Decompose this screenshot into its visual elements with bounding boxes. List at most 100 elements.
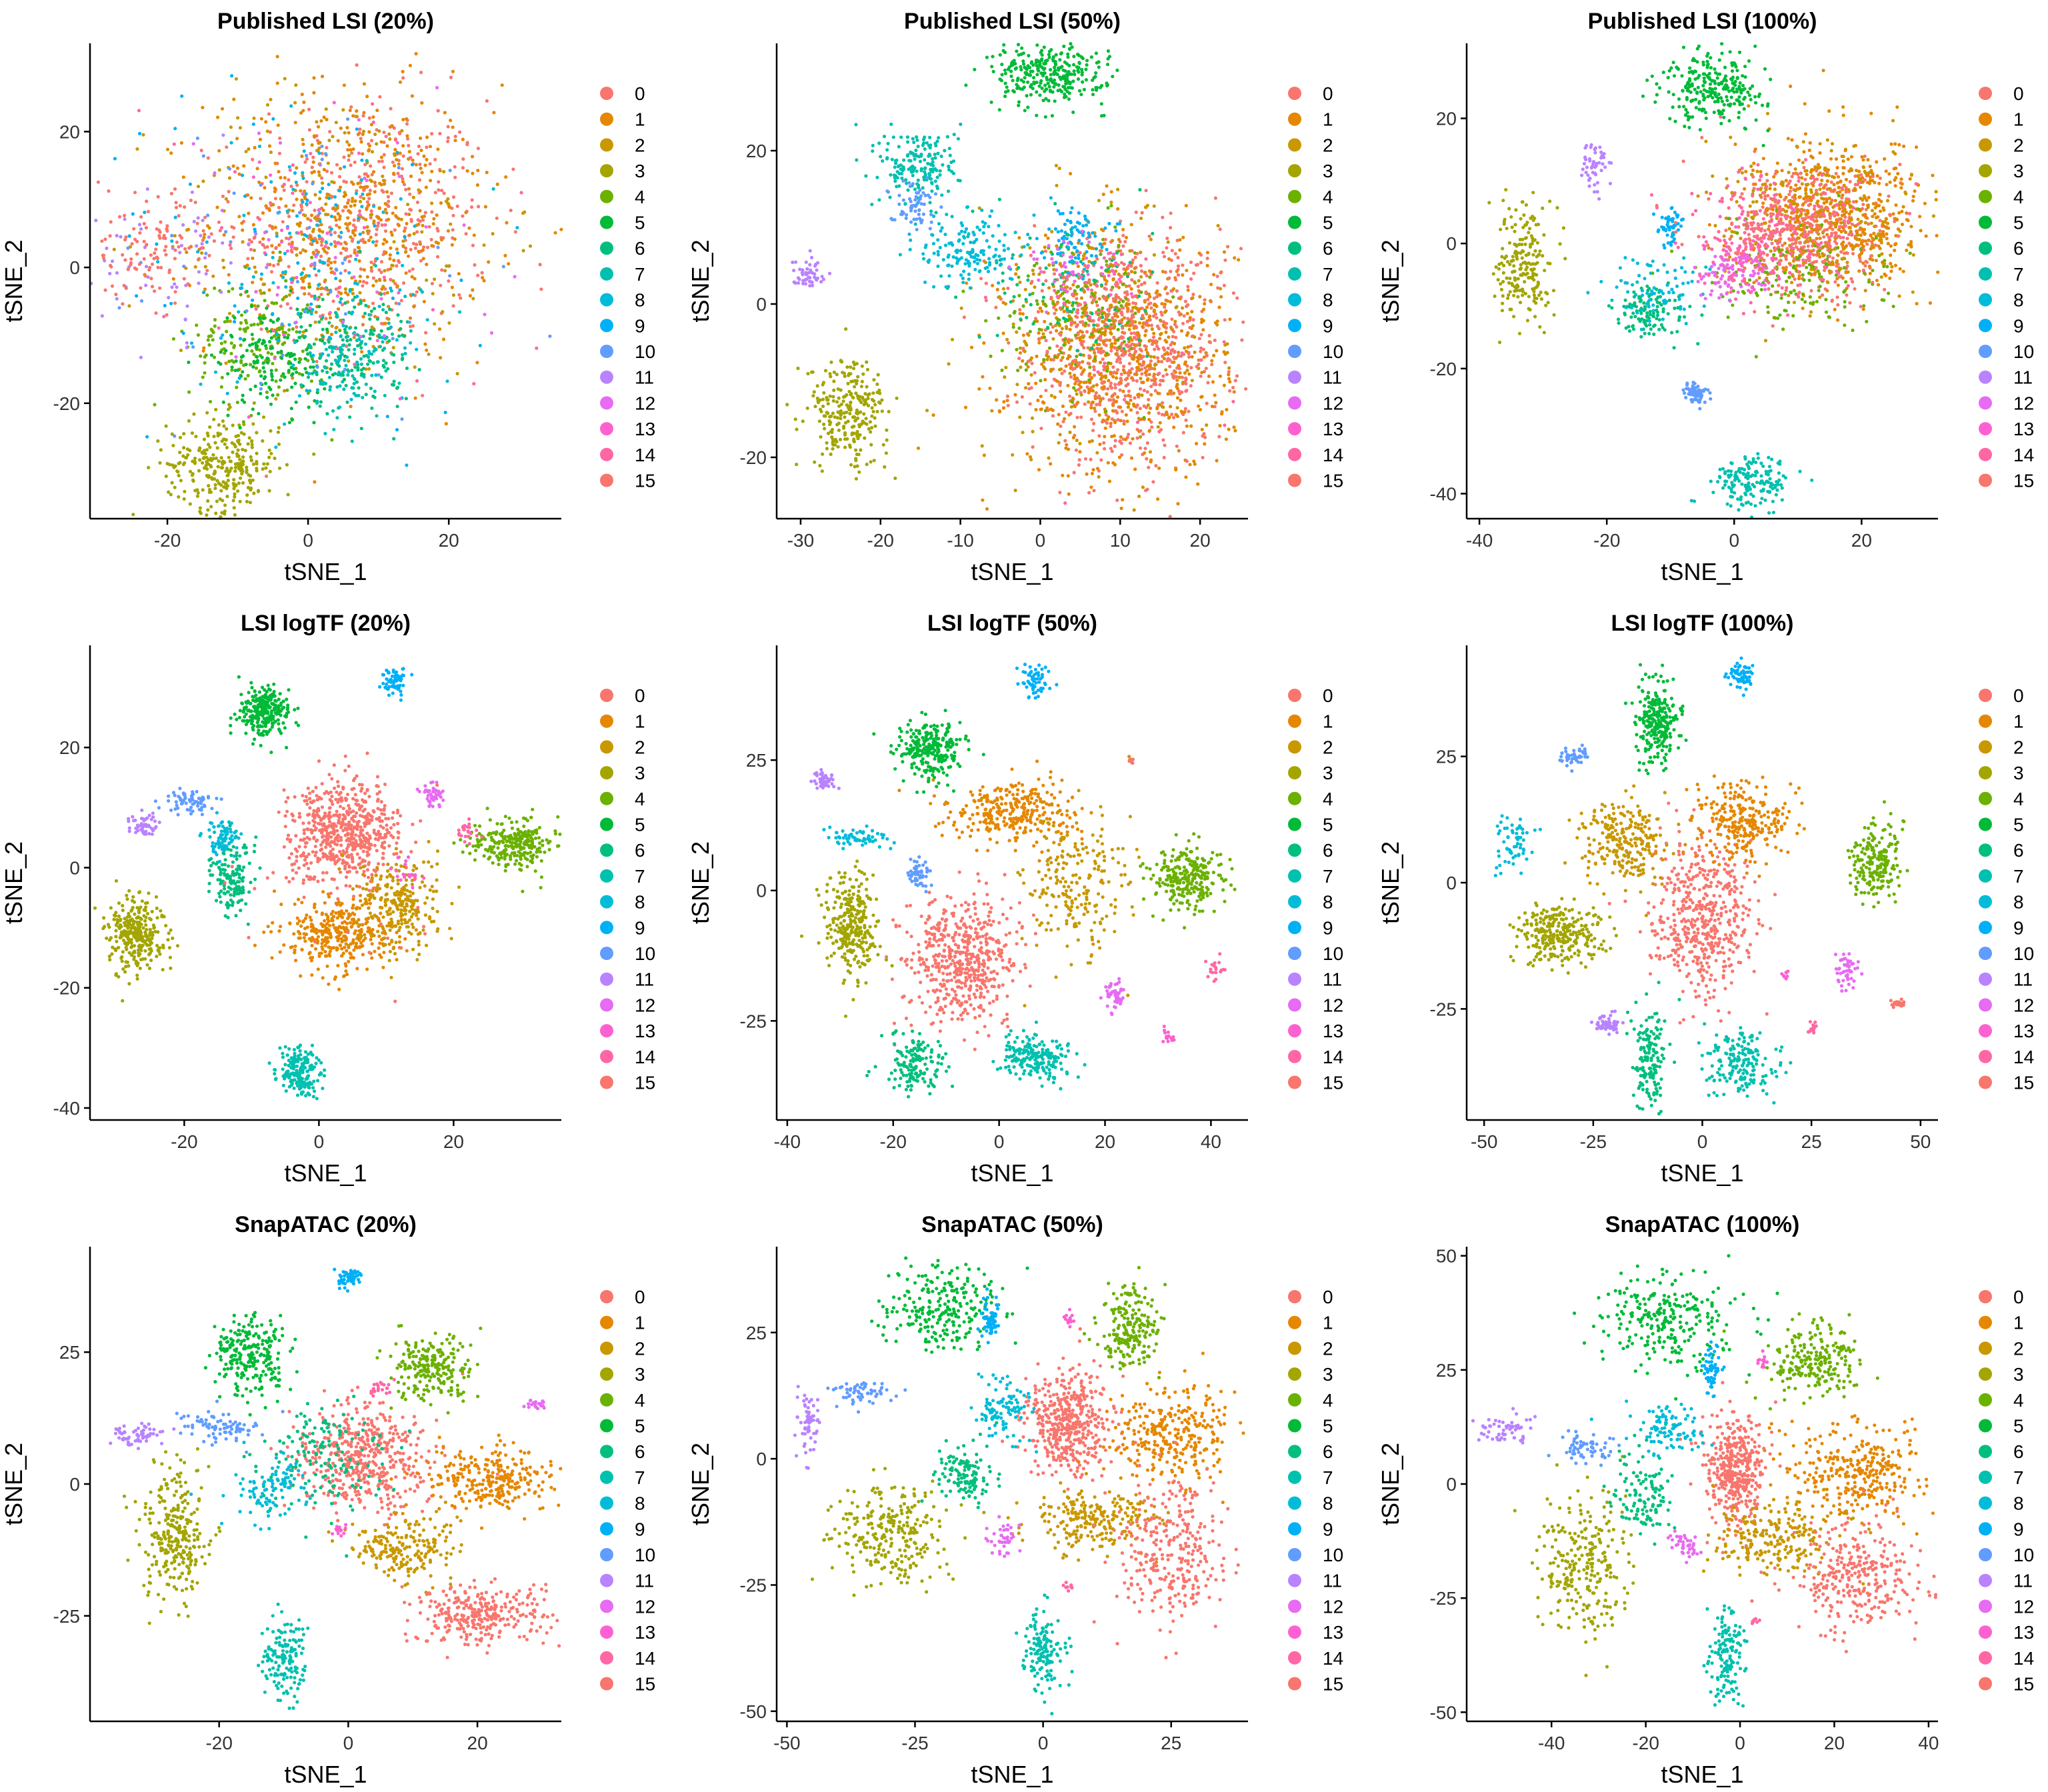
legend-label: 4	[635, 187, 645, 207]
data-point	[347, 229, 351, 233]
data-point	[1201, 307, 1206, 311]
data-point	[936, 151, 940, 155]
data-point	[320, 339, 325, 343]
data-point	[1028, 73, 1032, 77]
data-point	[1109, 190, 1113, 194]
data-point	[1117, 345, 1121, 349]
data-point	[1191, 317, 1195, 322]
data-point	[1161, 405, 1165, 409]
data-point	[1101, 315, 1105, 319]
data-point	[383, 278, 387, 282]
data-point	[997, 108, 1001, 112]
data-point	[1055, 379, 1059, 383]
data-point	[1165, 340, 1169, 344]
data-point	[401, 76, 405, 80]
data-point	[392, 179, 396, 183]
data-point	[377, 268, 381, 272]
data-point	[282, 333, 286, 337]
data-point	[455, 204, 459, 208]
data-point	[397, 175, 401, 179]
data-point	[378, 95, 382, 99]
data-point	[335, 223, 339, 227]
data-point	[399, 327, 403, 331]
data-point	[288, 355, 292, 359]
data-point	[806, 371, 810, 376]
data-point	[365, 207, 369, 211]
data-point	[1059, 77, 1063, 81]
data-point	[334, 287, 338, 291]
data-point	[1181, 273, 1185, 277]
data-point	[1184, 349, 1188, 353]
data-point	[361, 279, 366, 284]
data-point	[848, 411, 852, 415]
data-point	[381, 174, 385, 178]
data-point	[226, 372, 230, 376]
data-point	[266, 361, 270, 365]
data-point	[419, 166, 423, 171]
data-point	[1026, 274, 1030, 278]
data-point	[1064, 325, 1069, 329]
data-point	[1044, 266, 1048, 270]
data-point	[384, 369, 388, 373]
data-point	[115, 297, 119, 301]
data-point	[1017, 236, 1021, 240]
data-point	[348, 221, 352, 225]
data-point	[1178, 297, 1182, 301]
data-point	[1053, 99, 1057, 103]
data-point	[397, 302, 401, 306]
data-point	[1105, 279, 1109, 283]
data-point	[1144, 329, 1148, 333]
data-point	[859, 448, 863, 452]
data-point	[1107, 479, 1112, 483]
data-point	[1003, 81, 1007, 85]
data-point	[314, 255, 318, 259]
data-point	[1082, 87, 1086, 91]
data-point	[153, 403, 157, 407]
data-point	[410, 163, 415, 167]
data-point	[928, 153, 932, 157]
data-point	[357, 209, 362, 213]
data-point	[865, 360, 869, 364]
data-point	[375, 142, 379, 146]
data-point	[1198, 295, 1202, 299]
data-point	[202, 455, 206, 459]
data-point	[1060, 65, 1064, 69]
data-point	[204, 463, 208, 468]
data-point	[263, 381, 268, 385]
data-point	[251, 462, 255, 466]
data-point	[393, 147, 397, 151]
data-point	[290, 385, 294, 389]
data-point	[230, 368, 234, 372]
data-point	[1064, 317, 1068, 321]
data-point	[312, 342, 316, 346]
data-point	[403, 351, 407, 355]
data-point	[1127, 433, 1131, 437]
data-point	[359, 267, 363, 271]
data-point	[365, 193, 369, 197]
data-point	[1071, 283, 1075, 287]
data-point	[323, 365, 327, 369]
data-point	[251, 478, 255, 482]
legend-label: 15	[635, 471, 655, 491]
data-point	[1137, 338, 1141, 342]
data-point	[1227, 366, 1231, 370]
data-point	[1095, 403, 1099, 407]
data-point	[353, 363, 357, 367]
data-point	[343, 330, 347, 334]
data-point	[170, 481, 174, 485]
data-point	[1090, 401, 1094, 405]
data-point	[1041, 400, 1045, 404]
data-point	[1072, 471, 1076, 475]
data-point	[1111, 375, 1115, 379]
data-point	[1068, 309, 1072, 313]
data-point	[213, 318, 217, 322]
data-point	[1183, 371, 1187, 375]
data-point	[294, 83, 298, 87]
data-point	[174, 205, 179, 209]
data-point	[201, 105, 205, 109]
data-point	[243, 194, 247, 198]
data-point	[1129, 398, 1133, 403]
data-point	[839, 402, 843, 407]
data-point	[327, 321, 331, 325]
data-point	[1184, 475, 1188, 479]
